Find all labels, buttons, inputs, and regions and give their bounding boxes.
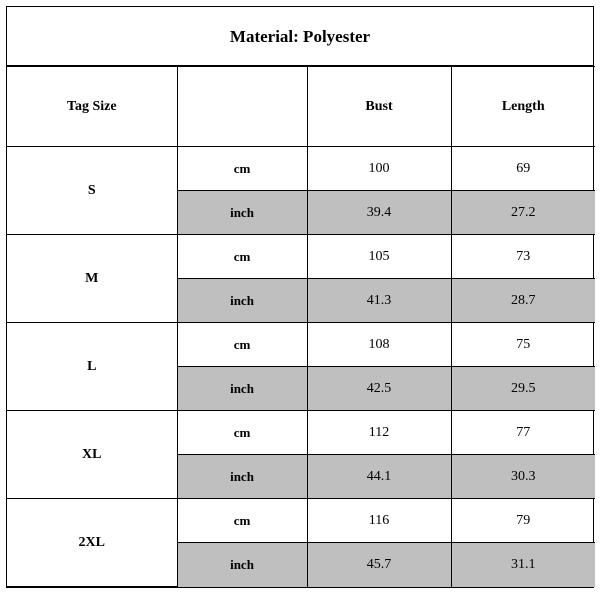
header-tag-size: Tag Size — [7, 67, 177, 147]
unit-cell-inch: inch — [177, 455, 307, 499]
header-unit — [177, 67, 307, 147]
table-row: L cm 108 75 — [7, 323, 595, 367]
bust-inch-cell: 42.5 — [307, 367, 451, 411]
tag-size-cell: L — [7, 323, 177, 411]
length-cm-cell: 69 — [451, 147, 595, 191]
unit-cell-inch: inch — [177, 543, 307, 587]
header-row: Tag Size Bust Length — [7, 67, 595, 147]
bust-cm-cell: 100 — [307, 147, 451, 191]
unit-cell-cm: cm — [177, 499, 307, 543]
length-inch-cell: 31.1 — [451, 543, 595, 587]
table-row: M cm 105 73 — [7, 235, 595, 279]
header-length: Length — [451, 67, 595, 147]
bust-cm-cell: 116 — [307, 499, 451, 543]
table-row: S cm 100 69 — [7, 147, 595, 191]
tag-size-cell: S — [7, 147, 177, 235]
table-row: 2XL cm 116 79 — [7, 499, 595, 543]
tag-size-cell: 2XL — [7, 499, 177, 587]
unit-cell-cm: cm — [177, 411, 307, 455]
material-title: Material: Polyester — [7, 7, 593, 66]
bust-inch-cell: 41.3 — [307, 279, 451, 323]
unit-cell-inch: inch — [177, 191, 307, 235]
length-cm-cell: 73 — [451, 235, 595, 279]
bust-cm-cell: 112 — [307, 411, 451, 455]
length-inch-cell: 29.5 — [451, 367, 595, 411]
bust-cm-cell: 105 — [307, 235, 451, 279]
bust-inch-cell: 44.1 — [307, 455, 451, 499]
bust-cm-cell: 108 — [307, 323, 451, 367]
length-cm-cell: 75 — [451, 323, 595, 367]
size-table-body: S cm 100 69 inch 39.4 27.2 M cm 105 73 i… — [7, 147, 595, 587]
bust-inch-cell: 45.7 — [307, 543, 451, 587]
header-bust: Bust — [307, 67, 451, 147]
unit-cell-inch: inch — [177, 367, 307, 411]
size-chart-container: Material: Polyester Tag Size Bust Length… — [6, 6, 594, 588]
size-table: Tag Size Bust Length S cm 100 69 inch 39… — [7, 66, 595, 587]
table-row: XL cm 112 77 — [7, 411, 595, 455]
length-cm-cell: 79 — [451, 499, 595, 543]
length-inch-cell: 28.7 — [451, 279, 595, 323]
unit-cell-cm: cm — [177, 147, 307, 191]
unit-cell-inch: inch — [177, 279, 307, 323]
tag-size-cell: XL — [7, 411, 177, 499]
length-cm-cell: 77 — [451, 411, 595, 455]
bust-inch-cell: 39.4 — [307, 191, 451, 235]
unit-cell-cm: cm — [177, 323, 307, 367]
unit-cell-cm: cm — [177, 235, 307, 279]
length-inch-cell: 27.2 — [451, 191, 595, 235]
length-inch-cell: 30.3 — [451, 455, 595, 499]
tag-size-cell: M — [7, 235, 177, 323]
